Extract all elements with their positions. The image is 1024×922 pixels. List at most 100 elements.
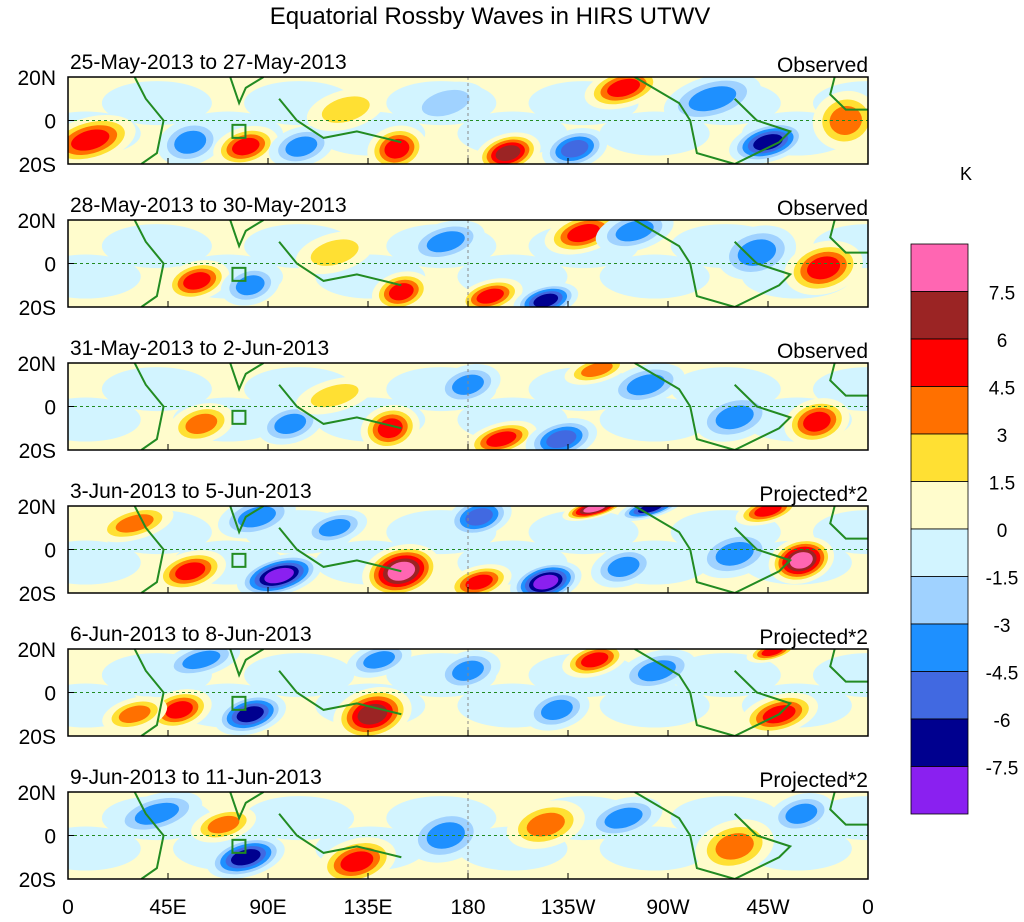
field-contour [274, 413, 307, 435]
field-contour [363, 651, 395, 669]
map-panel: 3-Jun-2013 to 5-Jun-2013 Projected*2 20N 0 2… [17, 480, 869, 606]
anomaly-blob [214, 693, 286, 736]
field-contour [829, 106, 862, 135]
coastline [278, 813, 402, 859]
coastline [634, 220, 793, 307]
colorbar-swatch [910, 766, 969, 815]
coastline [278, 527, 402, 573]
field-contour [384, 138, 410, 159]
y-tick-label: 20N [17, 67, 56, 90]
y-tick-label: 0 [44, 254, 56, 277]
field-contour [101, 367, 212, 412]
field-contour [761, 649, 784, 657]
field-contour [115, 514, 154, 533]
y-tick-label: 20N [17, 639, 56, 662]
field-contour [71, 129, 110, 151]
anomaly-blob [168, 403, 234, 445]
coastline [229, 220, 265, 249]
field-contour [528, 510, 639, 555]
field-contour [207, 815, 240, 834]
anomaly-blob [746, 649, 799, 663]
anomaly-blob [590, 546, 657, 588]
colorbar-label: -3 [994, 616, 1011, 637]
anomaly-blob [435, 650, 501, 692]
y-tick-label: 20S [19, 440, 56, 463]
field-contour [533, 574, 559, 590]
anomaly-blob [784, 240, 863, 296]
colorbar-label: 6 [997, 331, 1008, 352]
anomaly-blob [406, 220, 485, 264]
field-contour [244, 796, 355, 841]
coastline [634, 77, 793, 164]
panel-type: Projected*2 [759, 483, 868, 506]
field-contour [68, 254, 141, 299]
field-contour [232, 137, 260, 156]
field-contour [134, 802, 180, 825]
coastline [229, 649, 265, 678]
panel-type: Observed [777, 340, 868, 363]
coastline [634, 506, 793, 593]
anomaly-blob [302, 509, 368, 546]
colorbar-swatch [910, 671, 969, 720]
panel-type: Projected*2 [759, 769, 868, 792]
field-contour [165, 701, 193, 719]
coastline [829, 649, 868, 683]
anomaly-blob [220, 264, 280, 306]
field-contour [318, 518, 351, 537]
coastline [278, 670, 402, 716]
y-tick-label: 20S [19, 726, 56, 749]
colorbar-swatch [910, 386, 969, 435]
field-contour [803, 411, 831, 432]
anomaly-blob [236, 553, 322, 593]
anomaly-blob [111, 792, 203, 837]
y-tick-label: 20N [17, 210, 56, 233]
anomaly-blob [768, 793, 834, 835]
anomaly-blob [564, 363, 630, 385]
coastline [133, 220, 165, 307]
x-tick-label: 135E [343, 896, 392, 919]
anomaly-blob [157, 118, 223, 164]
anomaly-blob [213, 125, 279, 164]
field-contour [452, 374, 484, 395]
colorbar-swatch [910, 718, 969, 767]
field-contour [310, 384, 359, 408]
panel-date: 25-May-2013 to 27-May-2013 [70, 51, 347, 74]
region-box [231, 838, 247, 854]
colorbar-swatch [910, 338, 969, 387]
anomaly-blob [295, 376, 374, 415]
field-contour [183, 272, 211, 290]
coastline [634, 792, 793, 879]
map-panel: 31-May-2013 to 2-Jun-2013 Observed 20N 0 20S [17, 337, 869, 463]
region-box [231, 409, 247, 425]
field-contour [244, 653, 355, 698]
field-contour [182, 650, 221, 670]
field-contour [626, 374, 665, 396]
field-contour [486, 431, 517, 447]
coastline [829, 363, 868, 397]
y-tick-label: 0 [44, 111, 56, 134]
field-contour [599, 826, 710, 871]
colorbar-label: 7.5 [989, 284, 1015, 305]
anomaly-blob [95, 506, 174, 543]
anomaly-blob [164, 260, 230, 302]
x-tick-label: 45W [746, 896, 789, 919]
colorbar-swatch [910, 528, 969, 577]
field-contour [715, 833, 754, 860]
map-panel: 6-Jun-2013 to 8-Jun-2013 Projected*2 20N 0 2… [17, 623, 869, 749]
field-contour [421, 89, 470, 117]
field-contour [101, 81, 212, 126]
colorbar-label: -1.5 [986, 569, 1019, 590]
anomaly-blob [812, 90, 868, 151]
anomaly-blob [562, 506, 627, 521]
panel-type: Observed [777, 197, 868, 220]
colorbar-swatch [910, 576, 969, 625]
field-contour [637, 660, 676, 682]
anomaly-blob [617, 649, 696, 693]
y-tick-label: 20S [19, 297, 56, 320]
colorbar-swatch [910, 433, 969, 482]
colorbar-label: 1.5 [989, 474, 1015, 495]
anomaly-blob [768, 536, 835, 585]
coastline [278, 98, 402, 144]
anomaly-blob [584, 796, 663, 840]
field-contour [465, 508, 493, 526]
